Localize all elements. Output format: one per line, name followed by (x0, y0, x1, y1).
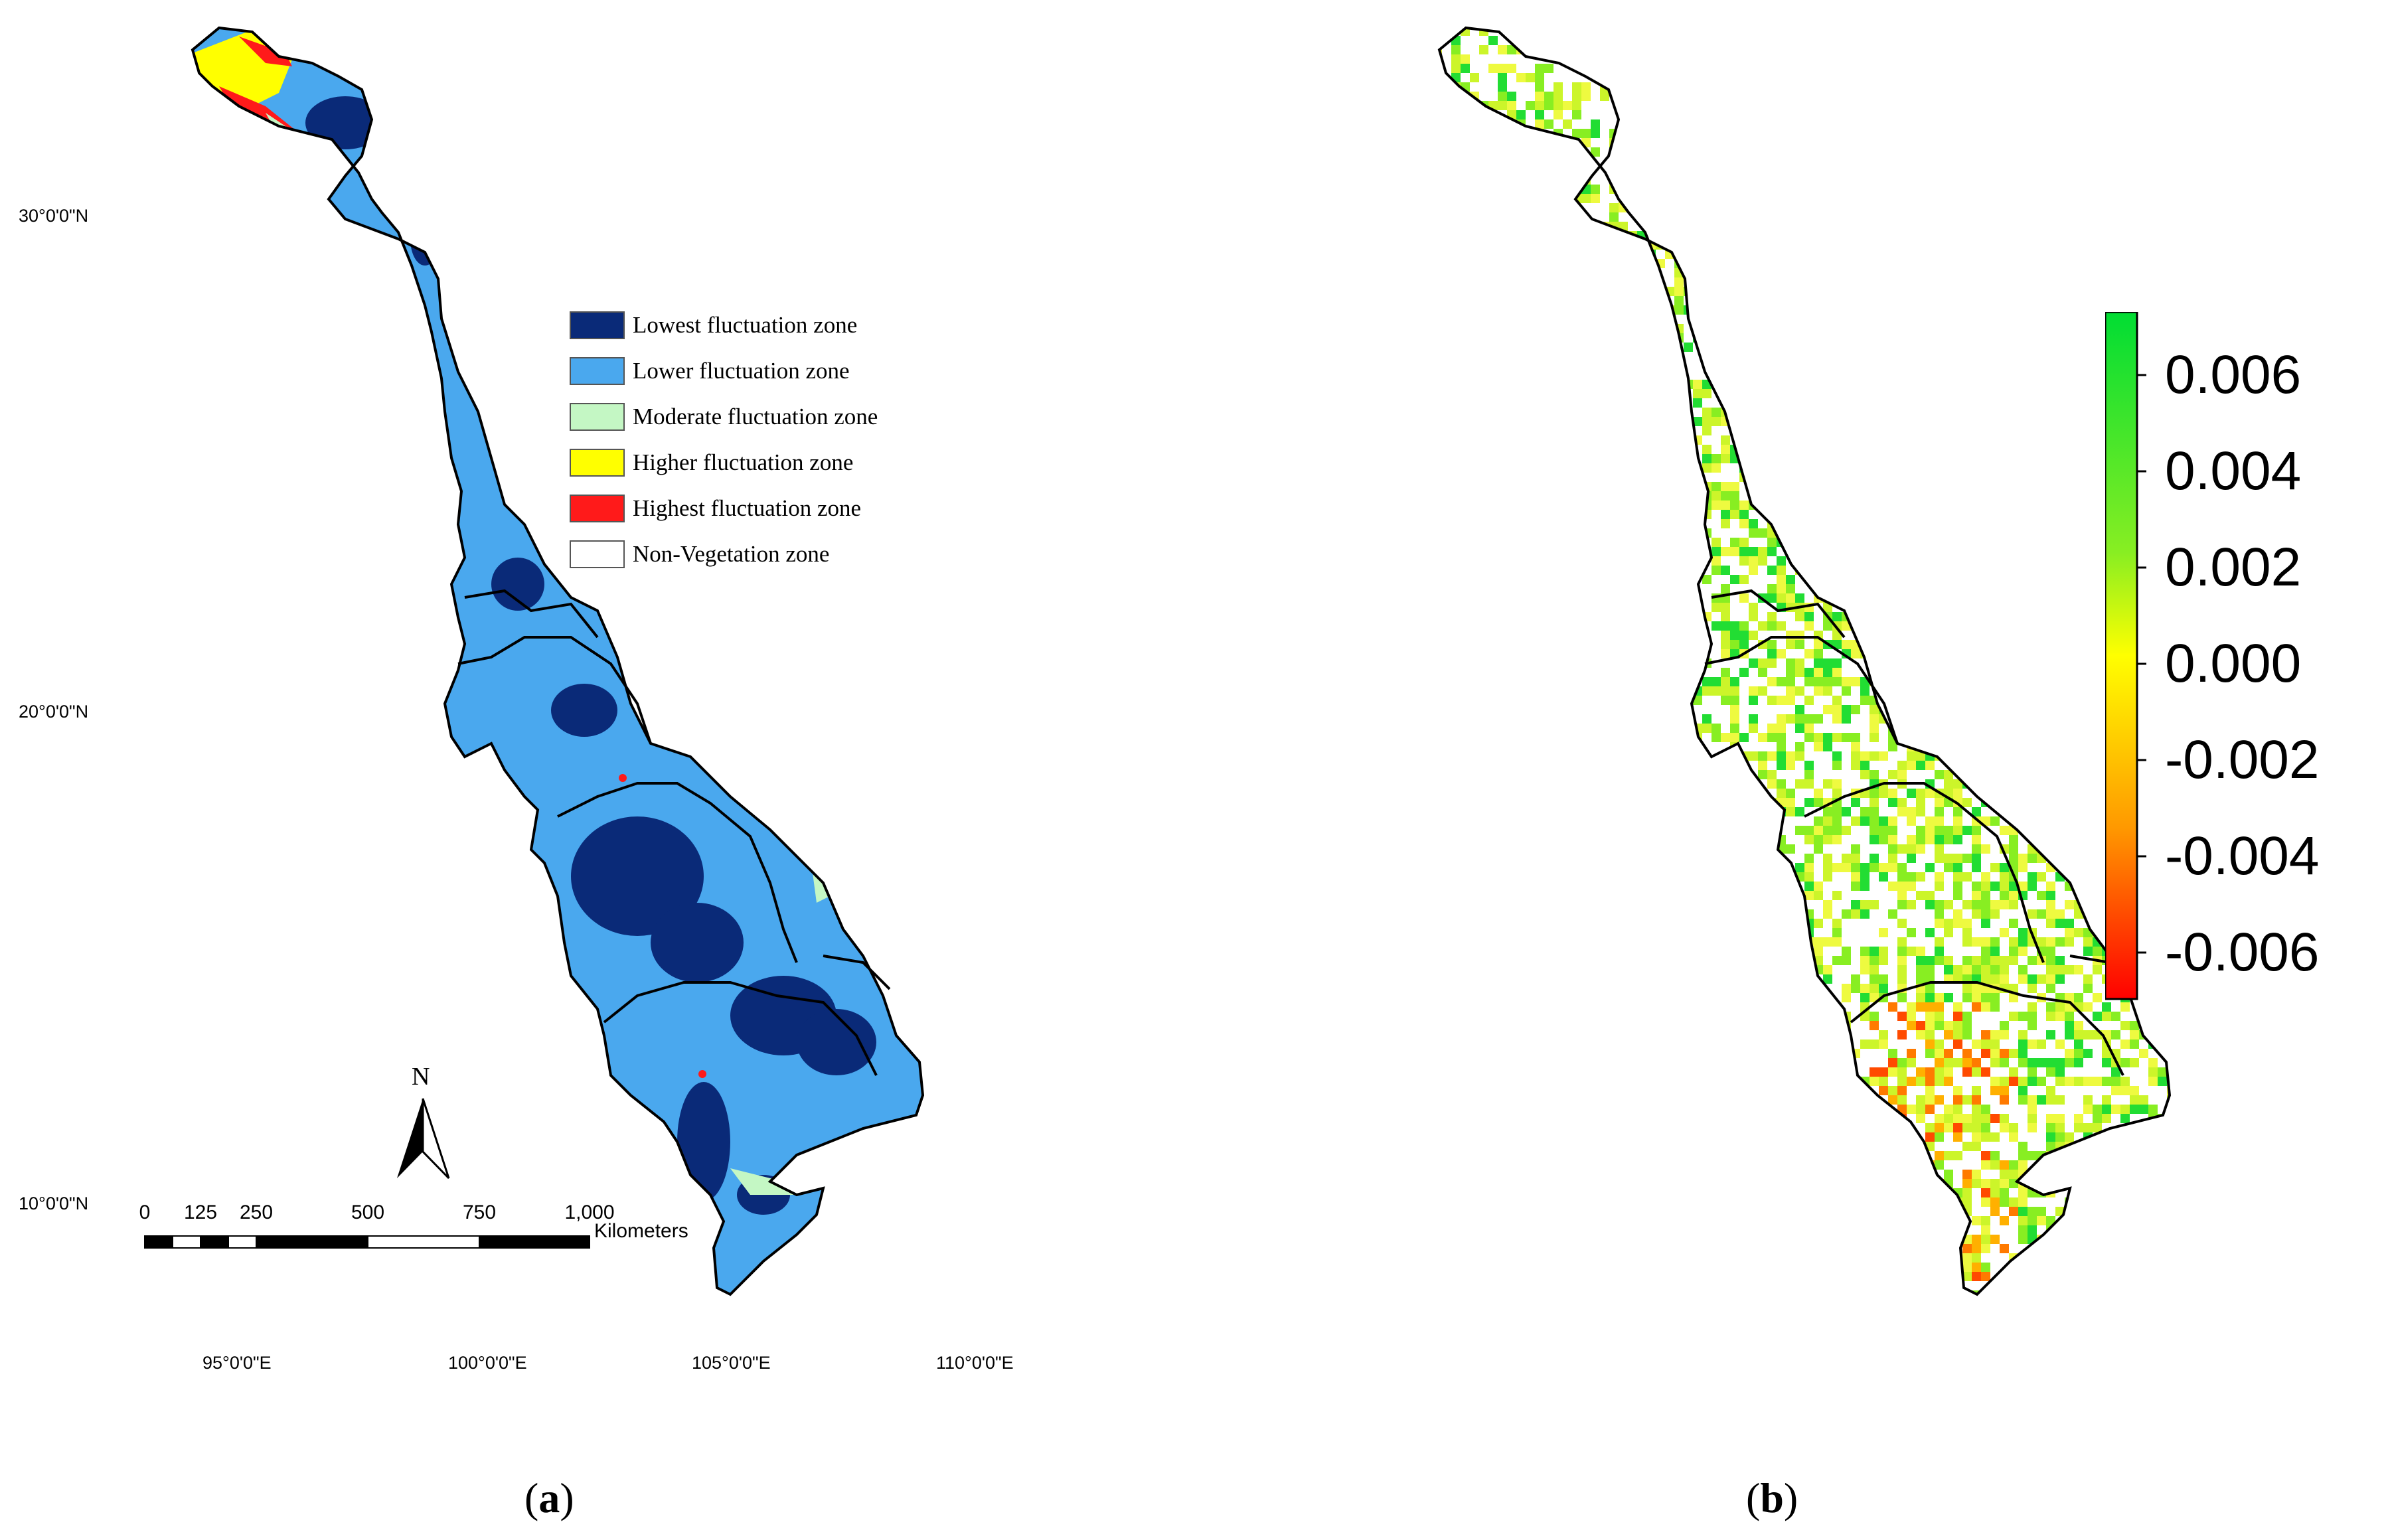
scale-tick: 125 (183, 1201, 218, 1223)
longitude-label-105e: 105°0'0"E (692, 1353, 771, 1373)
legend-item: Non-Vegetation zone (570, 531, 878, 577)
latitude-label-10n: 10°0'0"N (19, 1194, 89, 1213)
basin-fill-a (193, 28, 923, 1294)
colorbar-tick: 0.000 (2165, 633, 2302, 694)
colorbar-tick: 0.002 (2165, 537, 2302, 597)
legend-item: Moderate fluctuation zone (570, 394, 878, 439)
subbasin-borders-a (457, 589, 891, 1076)
legend-swatch (570, 448, 625, 477)
legend-label: Highest fluctuation zone (633, 495, 862, 521)
scale-tick: 1,000 (564, 1201, 615, 1223)
legend-item: Lower fluctuation zone (570, 348, 878, 394)
panel-a: 30°0'0"N 20°0'0"N 10°0'0"N 95°0'0"E 100°… (19, 26, 1014, 1521)
legend-swatch (570, 540, 625, 568)
longitude-label-110e: 110°0'0"E (936, 1353, 1014, 1373)
latitude-label-30n: 30°0'0"N (19, 206, 89, 226)
colorbar-tick: -0.002 (2165, 730, 2320, 790)
colorbar-tick: -0.004 (2165, 826, 2320, 886)
longitude-label-95e: 95°0'0"E (202, 1353, 272, 1373)
north-arrow-icon (397, 1098, 450, 1180)
trend-pixels (1439, 28, 2170, 1294)
longitude-label-100e: 100°0'0"E (448, 1353, 527, 1373)
legend-label: Non-Vegetation zone (633, 540, 830, 567)
trend-map-b (1437, 26, 2172, 1296)
scale-tick: 750 (462, 1201, 497, 1223)
legend-item: Highest fluctuation zone (570, 485, 878, 531)
scale-tick: 0 (139, 1201, 151, 1223)
scale-tick: 500 (351, 1201, 385, 1223)
basin-outline-b (1437, 26, 2172, 1296)
legend-label: Moderate fluctuation zone (633, 403, 878, 429)
legend-swatch (570, 494, 625, 522)
scale-unit: Kilometers (594, 1220, 688, 1242)
north-label: N (412, 1063, 430, 1091)
panel-b: 0.006 0.004 0.002 0.000 -0.002 -0.004 -0… (1195, 0, 2388, 1540)
legend-item: Lowest fluctuation zone (570, 302, 878, 348)
scale-tick: 250 (239, 1201, 274, 1223)
subbasin-borders-b (1704, 589, 2138, 1076)
colorbar-tick: 0.006 (2165, 345, 2302, 405)
legend-swatch (570, 356, 625, 385)
zone-map-a (144, 26, 925, 1296)
legend-label: Lower fluctuation zone (633, 357, 850, 384)
caption-b: (b) (1746, 1474, 1798, 1521)
legend-item: Higher fluctuation zone (570, 439, 878, 485)
legend-swatch (570, 311, 625, 339)
colorbar-tick: -0.006 (2165, 922, 2320, 982)
colorbar-graphic (2105, 312, 2146, 1000)
basin-outline-a (191, 26, 925, 1296)
colorbar: 0.006 0.004 0.002 0.000 -0.002 -0.004 -0… (2105, 312, 2320, 1000)
legend-label: Higher fluctuation zone (633, 449, 854, 475)
legend-label: Lowest fluctuation zone (633, 311, 858, 338)
scale-bar (144, 1235, 590, 1249)
colorbar-tick: 0.004 (2165, 441, 2302, 501)
latitude-label-20n: 20°0'0"N (19, 702, 89, 722)
legend: Lowest fluctuation zone Lower fluctuatio… (570, 302, 878, 577)
legend-swatch (570, 402, 625, 431)
caption-a: (a) (524, 1474, 574, 1521)
